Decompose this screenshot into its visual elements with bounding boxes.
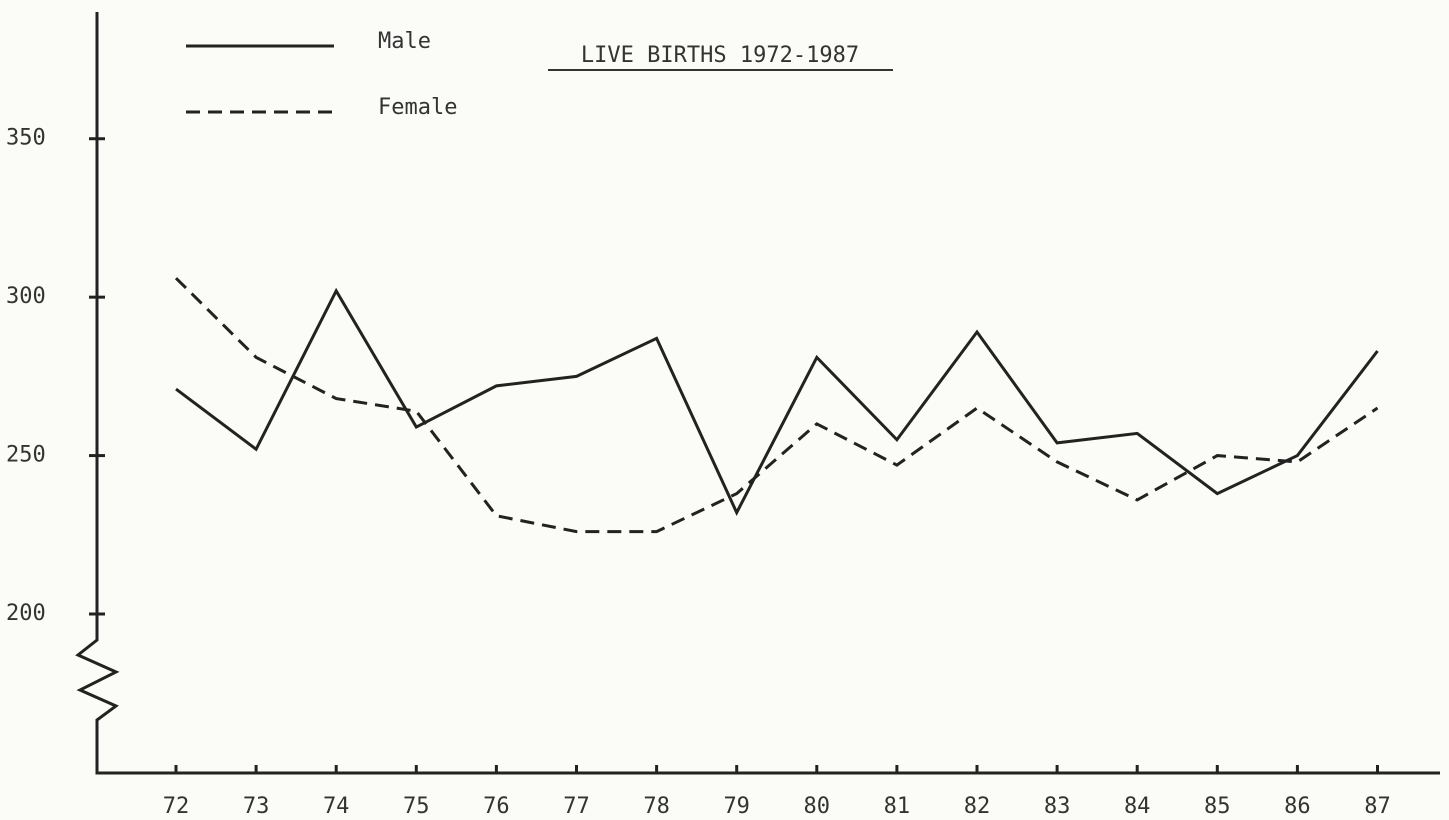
x-tick-label: 87 (1364, 794, 1391, 819)
series-line (175, 287, 1379, 517)
x-tick-label: 76 (483, 794, 510, 819)
x-tick-label: 86 (1284, 794, 1311, 819)
x-tick-label: 84 (1124, 794, 1151, 819)
legend-label: Male (378, 29, 431, 54)
x-tick-label: 85 (1204, 794, 1231, 819)
x-tick-label: 82 (964, 794, 991, 819)
x-tick-label: 79 (723, 794, 750, 819)
x-tick-label: 78 (643, 794, 670, 819)
y-tick-label: 300 (6, 284, 46, 309)
y-tick-label: 200 (6, 601, 46, 626)
y-tick-label: 250 (6, 443, 46, 468)
x-tick-label: 83 (1044, 794, 1071, 819)
x-tick-label: 73 (243, 794, 270, 819)
x-tick-label: 75 (403, 794, 430, 819)
x-tick-label: 72 (163, 794, 190, 819)
x-tick-label: 81 (884, 794, 911, 819)
axes (75, 12, 1440, 775)
legend-label: Female (378, 95, 457, 120)
chart-title: LIVE BIRTHS 1972-1987 (581, 43, 859, 68)
y-tick-label: 350 (6, 126, 46, 151)
x-tick-label: 77 (563, 794, 590, 819)
x-tick-label: 80 (804, 794, 831, 819)
series-line (174, 277, 1379, 534)
x-tick-label: 74 (323, 794, 350, 819)
